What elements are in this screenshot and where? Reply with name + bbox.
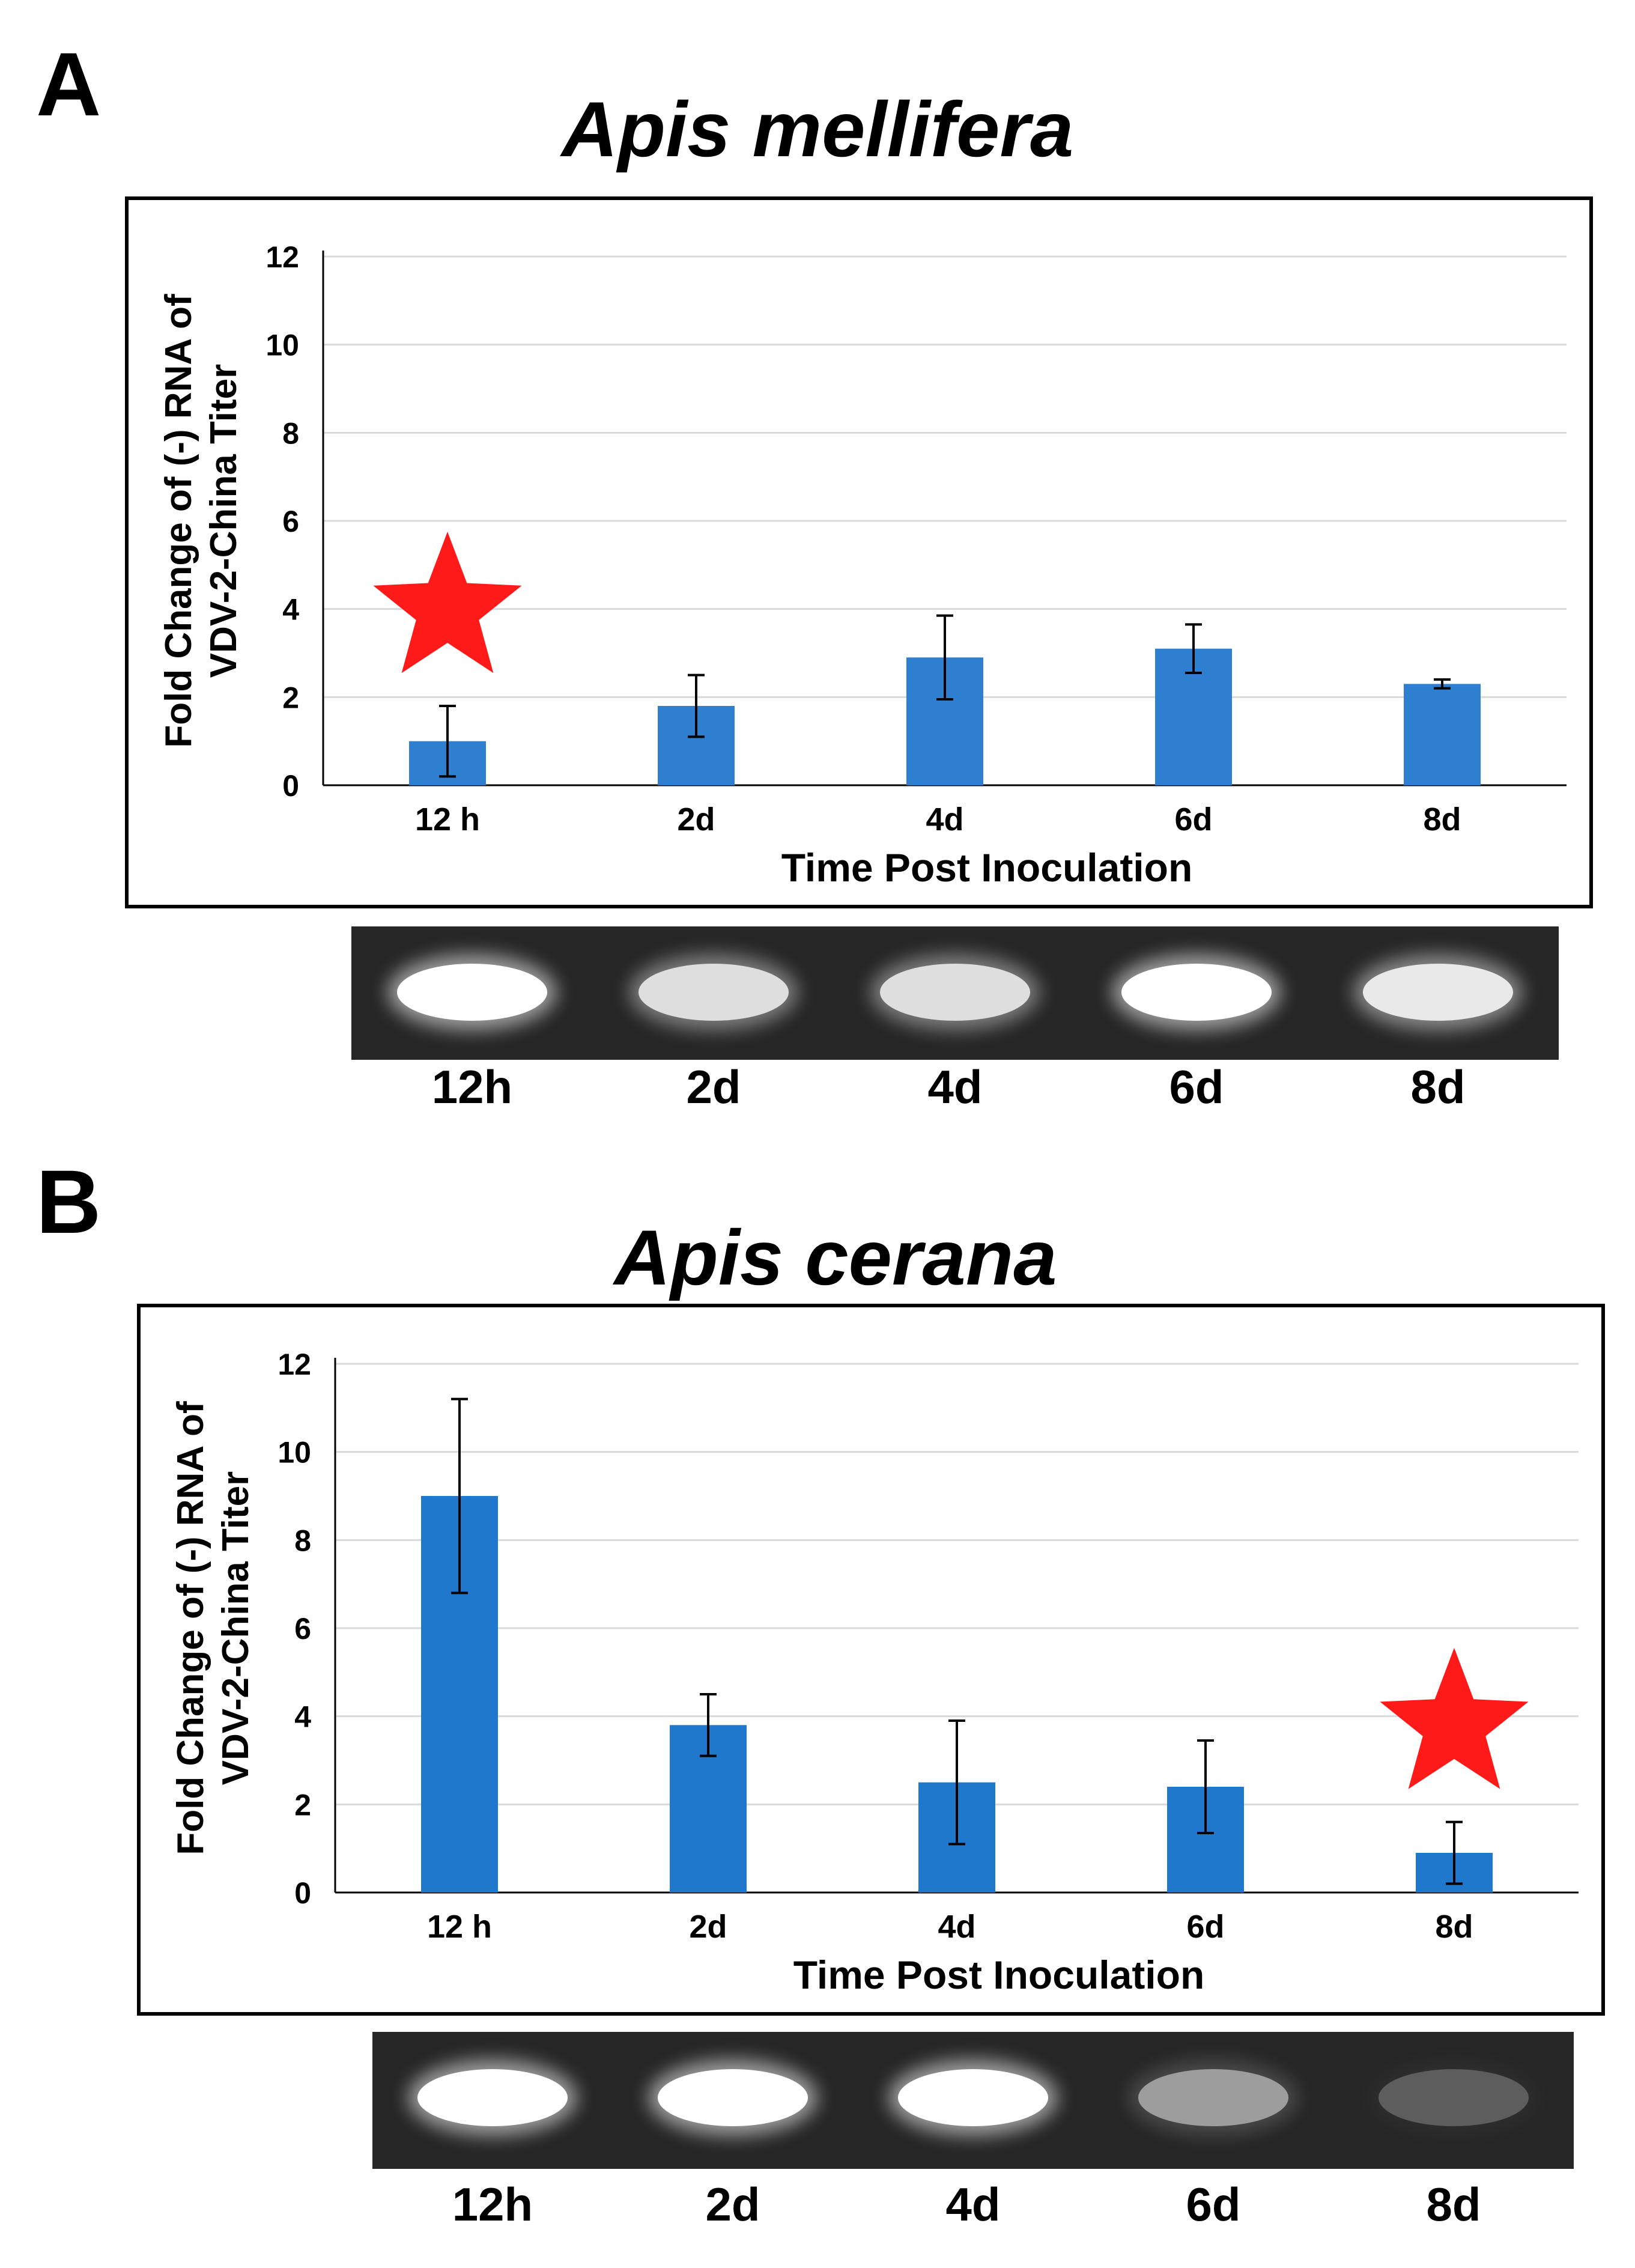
gel-band-4d (898, 2069, 1048, 2126)
chart-frame (125, 196, 1593, 908)
gel-band-4d (880, 964, 1030, 1021)
bar-8d (1404, 684, 1481, 785)
x-tick-label: 4d (938, 1909, 975, 1945)
y-tick-label: 8 (294, 1524, 311, 1557)
gel-image-apis-mellifera (351, 926, 1559, 1060)
gel-lane-label: 8d (1426, 2178, 1481, 2231)
y-tick-label: 2 (294, 1788, 311, 1822)
gel-lane-label: 6d (1169, 1060, 1224, 1113)
x-tick-label: 8d (1423, 801, 1461, 838)
chart-frame (137, 1304, 1605, 2016)
chart-apis-cerana: 0 2 4 6 8 10 12 12 h 2d 4d 6d 8d Time Post Inoculati… (137, 1304, 1605, 2016)
gel-band-8d (1363, 964, 1513, 1021)
panel-letter-b: B (36, 1151, 102, 1252)
panel-letter-a: A (36, 34, 102, 135)
gel-lane-label: 8d (1410, 1060, 1466, 1113)
x-axis-title: Time Post Inoculation (781, 845, 1193, 890)
y-axis-title-line1: Fold Change of (-) RNA of (158, 294, 199, 748)
y-tick-label: 6 (294, 1612, 311, 1646)
gel-band-6d (1138, 2069, 1288, 2126)
y-tick-label: 2 (282, 681, 299, 714)
y-tick-label: 4 (282, 593, 299, 627)
y-tick-label: 4 (294, 1700, 311, 1734)
y-tick-label: 12 (265, 240, 299, 274)
y-tick-label: 12 (278, 1348, 311, 1381)
panel-b-species-title: Apis cerana (614, 1214, 1057, 1301)
x-tick-label: 2d (677, 801, 715, 838)
significance-star-icon (1380, 1647, 1529, 1789)
y-tick-label: 10 (278, 1436, 311, 1470)
gel-band-2d (658, 2069, 808, 2126)
y-axis-title-line2: VDV-2-China Titer (215, 1471, 256, 1786)
gel-lane-label: 12h (431, 1060, 513, 1113)
significance-star-icon (373, 532, 522, 673)
gel-lane-label: 4d (927, 1060, 983, 1113)
y-axis-title-line2: VDV-2-China Titer (203, 364, 244, 678)
gel-band-12h (417, 2069, 568, 2126)
chart-apis-mellifera: 0 2 4 6 8 10 12 12 h 2d 4d 6d 8d Time Post Inoculati… (125, 196, 1593, 908)
x-tick-label: 2d (689, 1909, 727, 1945)
x-tick-label: 4d (926, 801, 963, 838)
x-tick-label: 12 h (415, 801, 480, 838)
y-tick-label: 0 (294, 1876, 311, 1910)
gel-lane-label: 12h (452, 2178, 533, 2231)
x-tick-label: 8d (1435, 1909, 1473, 1945)
gel-band-12h (397, 964, 547, 1021)
y-tick-label: 8 (282, 416, 299, 450)
gel-lane-label: 2d (705, 2178, 760, 2231)
gel-lane-label: 4d (945, 2178, 1001, 2231)
x-tick-label: 12 h (427, 1909, 492, 1945)
gel-lane-label: 2d (686, 1060, 741, 1113)
panel-a-species-title: Apis mellifera (561, 85, 1074, 173)
x-tick-label: 6d (1174, 801, 1212, 838)
y-tick-label: 10 (265, 329, 299, 362)
y-tick-label: 6 (282, 505, 299, 538)
y-tick-label: 0 (282, 769, 299, 803)
y-axis-title-line1: Fold Change of (-) RNA of (170, 1401, 211, 1855)
gel-lane-label: 6d (1186, 2178, 1241, 2231)
x-tick-label: 6d (1186, 1909, 1224, 1945)
x-axis-title: Time Post Inoculation (793, 1953, 1205, 1997)
gel-band-6d (1121, 964, 1272, 1021)
gel-band-8d (1379, 2069, 1529, 2126)
gel-image-apis-cerana (372, 2032, 1574, 2169)
gel-band-2d (639, 964, 789, 1021)
